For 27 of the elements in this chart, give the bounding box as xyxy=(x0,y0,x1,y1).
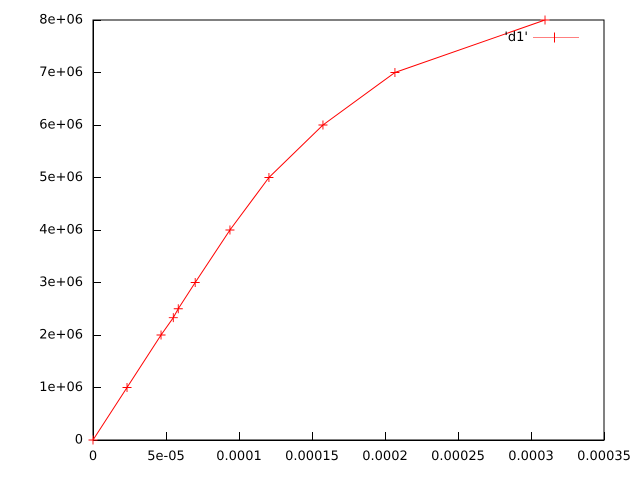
y-tick-label: 2e+06 xyxy=(39,328,83,342)
x-tick-label: 0.00035 xyxy=(577,449,631,464)
y-tick-label: 1e+06 xyxy=(39,380,83,395)
x-tick-label: 0.0002 xyxy=(362,449,408,464)
y-tick-label: 5e+06 xyxy=(39,170,83,185)
point xyxy=(156,330,166,340)
x-tick-label: 0.0003 xyxy=(508,449,554,464)
point xyxy=(390,68,400,77)
legend-label: 'd1' xyxy=(504,30,528,45)
x-tick-label: 0.0001 xyxy=(216,449,262,464)
x-tick-label: 0 xyxy=(88,449,98,464)
point xyxy=(264,173,274,182)
y-tick-label: 3e+06 xyxy=(39,275,83,290)
x-tick-label: 0.00025 xyxy=(431,449,485,464)
point xyxy=(318,120,328,130)
y-tick-label: 0 xyxy=(74,432,83,448)
y-tick-label: 7e+06 xyxy=(39,65,83,80)
point xyxy=(88,436,98,444)
y-tick-label: 6e+06 xyxy=(39,118,83,132)
point xyxy=(122,383,132,392)
x-tick-label: 0.00015 xyxy=(285,449,339,464)
point xyxy=(168,313,178,322)
y-tick-label: 4e+06 xyxy=(39,222,83,238)
x-tick-label: 5e-05 xyxy=(147,449,185,464)
point xyxy=(540,16,550,24)
y-tick-label: 8e+06 xyxy=(39,12,83,28)
point xyxy=(225,226,234,234)
